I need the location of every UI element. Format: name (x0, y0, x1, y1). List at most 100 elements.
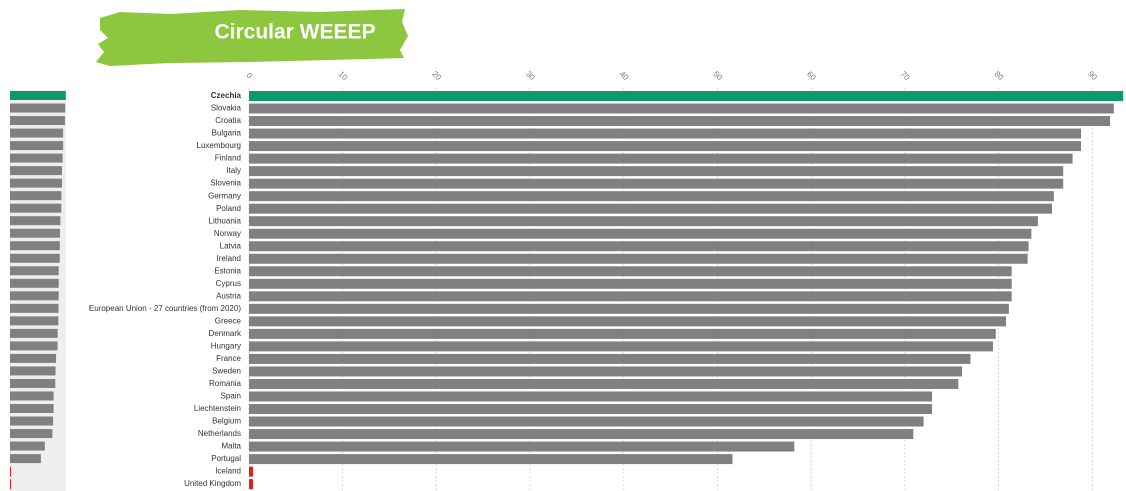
bar (249, 442, 794, 452)
category-label: Cyprus (216, 279, 241, 288)
x-tick-label: 0 (245, 71, 255, 81)
category-label: Bulgaria (212, 129, 242, 138)
category-label: Luxembourg (197, 141, 241, 150)
no-data-marker (249, 479, 253, 489)
bar (249, 116, 1110, 126)
category-label: European Union - 27 countries (from 2020… (89, 304, 241, 313)
overview-bar (10, 291, 59, 300)
overview-bar (10, 179, 62, 188)
category-label: Czechia (211, 91, 242, 100)
category-label: Germany (208, 191, 241, 200)
bar (249, 429, 913, 439)
overview-bar (10, 429, 52, 438)
bar (249, 254, 1028, 264)
page: Circular WEEEP 0 10 20 30 40 50 60 70 80 90 Czechi… (0, 0, 1126, 491)
overview-bar (10, 191, 61, 200)
category-label: Austria (216, 291, 241, 300)
overview-bar (10, 141, 63, 150)
category-label: Lithuania (209, 216, 242, 225)
overview-bar (10, 154, 63, 163)
overview-bar (10, 304, 59, 313)
category-label: Latvia (220, 241, 242, 250)
category-label: Greece (215, 316, 242, 325)
overview-bar (10, 404, 54, 413)
x-tick-label: 90 (1086, 69, 1099, 82)
bar (249, 304, 1009, 314)
x-tick-label: 10 (337, 69, 350, 82)
bar (249, 454, 732, 464)
overview-bar (10, 329, 58, 338)
overview-no-data (10, 479, 11, 489)
bar (249, 216, 1038, 226)
bar (249, 179, 1063, 189)
bar (249, 104, 1114, 114)
bar (249, 329, 996, 339)
overview-bar (10, 341, 58, 350)
bar (249, 391, 932, 401)
no-data-marker (249, 467, 253, 477)
category-label: Hungary (211, 342, 241, 351)
bar (249, 404, 932, 414)
overview-bar (10, 216, 60, 225)
overview-no-data (10, 467, 11, 477)
bar (249, 366, 962, 376)
overview-bar (10, 379, 55, 388)
overview-bar (10, 266, 59, 275)
category-label: Portugal (211, 454, 241, 463)
overview-bar (10, 166, 62, 175)
bar (249, 191, 1054, 201)
overview-bar (10, 129, 63, 138)
category-label: Netherlands (198, 429, 241, 438)
bar (249, 141, 1081, 151)
bar (249, 91, 1123, 101)
bar (249, 354, 970, 364)
category-label: United Kingdom (184, 479, 241, 488)
overview-bar (10, 104, 65, 113)
category-label: Estonia (214, 266, 241, 275)
category-label: Malta (221, 442, 241, 451)
overview-bar (10, 442, 45, 451)
overview-bar (10, 91, 66, 100)
category-label: Ireland (217, 254, 241, 263)
bar (249, 266, 1012, 276)
category-label: Denmark (209, 329, 242, 338)
x-tick-label: 70 (899, 69, 912, 82)
overview-bar (10, 241, 60, 250)
x-tick-label: 30 (524, 69, 537, 82)
x-tick-label: 60 (805, 69, 818, 82)
category-label: Romania (209, 379, 242, 388)
category-label: Croatia (215, 116, 241, 125)
category-label: Norway (214, 229, 241, 238)
overview-bar (10, 254, 60, 263)
bar (249, 154, 1073, 164)
logo-text: Circular WEEEP (214, 21, 375, 44)
x-tick-label: 80 (993, 69, 1006, 82)
bar (249, 291, 1012, 301)
x-tick-label: 40 (618, 69, 631, 82)
category-label: Slovenia (210, 179, 241, 188)
category-label: Slovakia (211, 104, 242, 113)
overview-bar (10, 279, 59, 288)
bar (249, 166, 1063, 176)
category-label: Belgium (212, 417, 241, 426)
overview-bar (10, 229, 60, 238)
category-label: Iceland (215, 467, 241, 476)
overview-bar (10, 354, 56, 363)
overview-bar (10, 366, 56, 375)
category-label: Poland (216, 204, 241, 213)
bar (249, 279, 1012, 289)
category-label: Sweden (212, 367, 241, 376)
bar (249, 241, 1029, 251)
bar (249, 129, 1081, 139)
overview-bar (10, 116, 65, 125)
category-label: France (216, 354, 241, 363)
category-label: Finland (215, 154, 241, 163)
category-label: Liechtenstein (194, 404, 241, 413)
overview-bar (10, 454, 41, 463)
bar (249, 204, 1052, 214)
category-label: Spain (221, 392, 241, 401)
x-tick-label: 20 (430, 69, 443, 82)
x-tick-label: 50 (711, 69, 724, 82)
overview-bar (10, 391, 54, 400)
overview-bar (10, 316, 58, 325)
